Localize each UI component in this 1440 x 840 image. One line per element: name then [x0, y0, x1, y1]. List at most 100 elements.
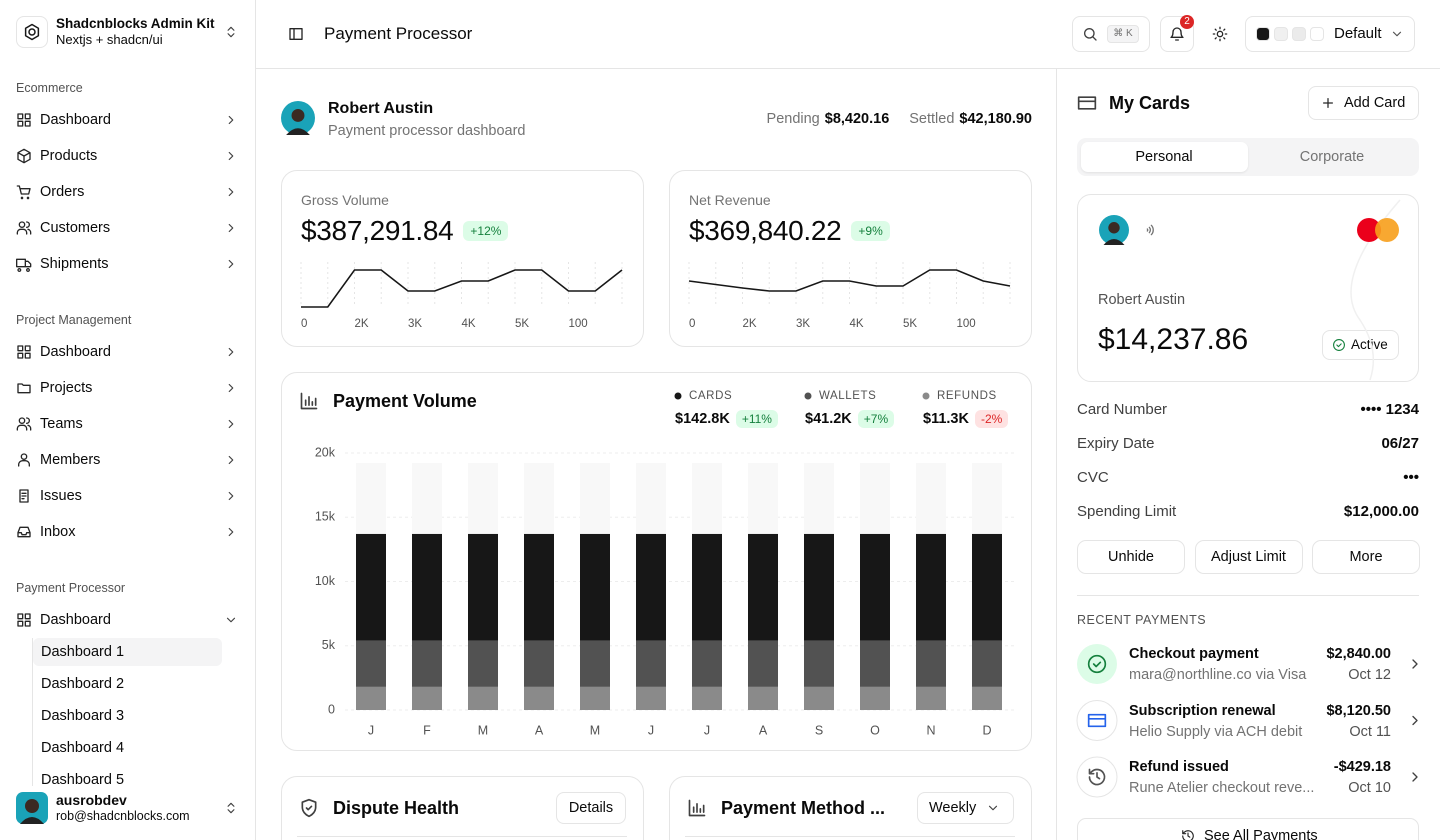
- legend-stat: $11.3K -2%: [923, 407, 1009, 431]
- card-action[interactable]: [556, 792, 626, 824]
- tab-label: Corporate: [1299, 149, 1365, 165]
- legend-stat: $41.2K +7%: [805, 407, 895, 431]
- kpi-label: Net Revenue: [689, 192, 771, 208]
- panel-title: My Cards: [1109, 93, 1191, 113]
- nav-subitem-label: Dashboard 4: [41, 740, 125, 756]
- nav-item-label: Products: [40, 148, 98, 164]
- card-action-label: Weekly: [929, 800, 977, 816]
- legend-change: -2%: [974, 410, 1009, 428]
- notification-badge: [1180, 15, 1194, 29]
- theme-swatch: [1274, 27, 1288, 41]
- payment-detail: mara@northline.co via Visa: [1129, 667, 1307, 683]
- sidebar: [0, 0, 256, 840]
- see-all-label: See All Payments: [1204, 828, 1318, 840]
- detail-label: Spending Limit: [1077, 503, 1177, 520]
- payment-amount: -$429.18: [1333, 759, 1391, 775]
- payment-date: Oct 11: [1349, 723, 1391, 740]
- legend-change: +11%: [735, 410, 778, 428]
- see-all-button[interactable]: [1077, 818, 1419, 840]
- bottom-card: [281, 776, 644, 840]
- nav-subitem-label: Dashboard 3: [41, 708, 125, 724]
- shortcut-text: ⌘ K: [1113, 28, 1133, 39]
- detail-label: Expiry Date: [1077, 435, 1155, 452]
- detail-label: CVC: [1077, 469, 1109, 486]
- profile-stats: Pending $8,420.16 Settled $42,180.90: [767, 108, 1032, 130]
- bottom-card: [669, 776, 1032, 840]
- nav-item-label: Shipments: [40, 256, 109, 272]
- card-action[interactable]: [917, 792, 1014, 824]
- card-button-label: Adjust Limit: [1211, 549, 1286, 565]
- header: [256, 0, 1440, 69]
- add-card-label: Add Card: [1344, 95, 1406, 111]
- user-email: rob@shadcnblocks.com: [56, 809, 190, 823]
- card-holder: Robert Austin: [1098, 292, 1186, 308]
- nav-item-label: Inbox: [40, 524, 76, 540]
- legend-label: REFUNDS: [937, 390, 997, 402]
- notifications-button[interactable]: [1160, 16, 1194, 52]
- add-card-button[interactable]: [1308, 86, 1419, 120]
- tab-label: Personal: [1135, 149, 1193, 165]
- brand-tagline: Nextjs + shadcn/ui: [56, 32, 163, 47]
- theme-swatch: [1292, 27, 1306, 41]
- avatar-head: [291, 108, 305, 122]
- nav-subitem[interactable]: [33, 638, 222, 666]
- legend-total: $142.8K: [675, 411, 730, 427]
- brand-name: Shadcnblocks Admin Kit: [56, 16, 215, 31]
- kpi-value-row: $387,291.84 +12%: [301, 213, 509, 249]
- card-title: Dispute Health: [333, 798, 460, 818]
- theme-swatch: [1310, 27, 1324, 41]
- kpi-value: $369,840.22: [689, 215, 842, 246]
- profile-subtitle: Payment processor dashboard: [328, 123, 526, 139]
- nav-item-label: Orders: [40, 184, 85, 200]
- nav-item-label: Projects: [40, 380, 93, 396]
- payment-title: Checkout payment: [1129, 646, 1259, 662]
- user-name: ausrobdev: [56, 792, 127, 808]
- payment-amount: $2,840.00: [1326, 646, 1391, 662]
- stat: Settled $42,180.90: [909, 108, 1032, 130]
- notification-count: 2: [1184, 16, 1190, 27]
- card-button[interactable]: [1312, 540, 1420, 574]
- legend-total: $41.2K: [805, 411, 852, 427]
- kpi-change: +12%: [463, 221, 509, 241]
- user-avatar-bg: [16, 792, 48, 824]
- payment-volume-card: [281, 372, 1032, 751]
- tab[interactable]: [1081, 142, 1248, 172]
- detail-value: •••• 1234: [1360, 401, 1419, 418]
- kpi-card: [281, 170, 644, 347]
- theme-label: Default: [1334, 25, 1382, 42]
- legend-label: WALLETS: [819, 390, 877, 402]
- payment-title: Refund issued: [1129, 759, 1229, 775]
- card-button[interactable]: [1077, 540, 1185, 574]
- search-button[interactable]: [1072, 16, 1150, 52]
- divider: [1077, 595, 1419, 596]
- nav-item-label: Dashboard: [40, 612, 111, 628]
- card-divider: [685, 836, 1015, 837]
- detail-value: •••: [1403, 469, 1419, 486]
- stat-label: Pending: [766, 111, 820, 127]
- card-button-label: Unhide: [1108, 549, 1154, 565]
- detail-label: Card Number: [1077, 401, 1168, 418]
- card-button[interactable]: [1194, 540, 1303, 574]
- theme-select[interactable]: [1245, 16, 1415, 52]
- payment-detail: Rune Atelier checkout reve...: [1129, 780, 1315, 796]
- nav-item-label: Dashboard: [40, 344, 111, 360]
- section-label: RECENT PAYMENTS: [1077, 613, 1207, 627]
- stat-value: $42,180.90: [959, 111, 1032, 127]
- kpi-value-row: $369,840.22 +9%: [689, 213, 890, 249]
- stat: Pending $8,420.16: [767, 108, 890, 130]
- nav-item-label: Teams: [40, 416, 83, 432]
- kpi-label: Gross Volume: [301, 192, 389, 208]
- nav-subitem-label: Dashboard 1: [41, 644, 125, 660]
- status-label: Active: [1351, 337, 1388, 352]
- legend-stat: $142.8K +11%: [675, 407, 778, 431]
- nav-item-label: Dashboard: [40, 112, 111, 128]
- page-title: Payment Processor: [324, 24, 473, 43]
- nav-item-label: Members: [40, 452, 101, 468]
- payment-card: [1077, 194, 1419, 382]
- nav-group-label: Payment Processor: [16, 581, 126, 595]
- kpi-value: $387,291.84: [301, 215, 454, 246]
- payment-date: Oct 10: [1348, 780, 1391, 796]
- profile-name: Robert Austin: [328, 100, 434, 117]
- card-action-label: Details: [568, 800, 614, 816]
